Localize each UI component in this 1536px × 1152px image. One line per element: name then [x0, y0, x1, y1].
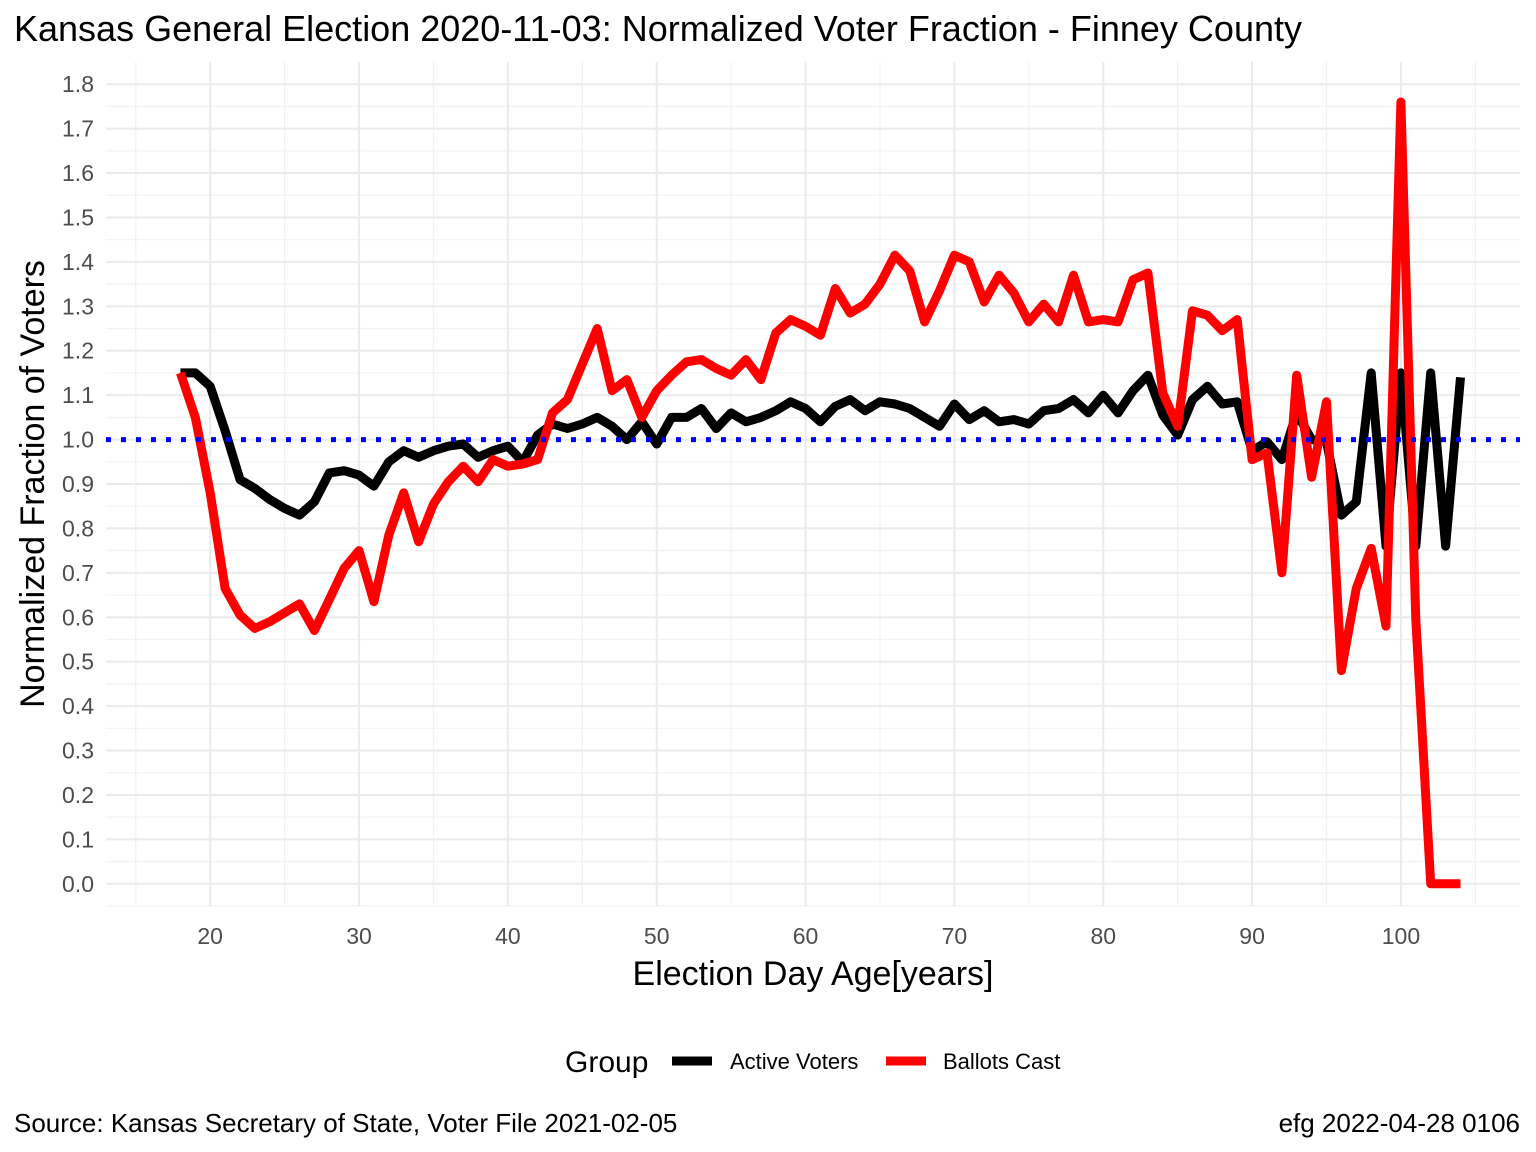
y-tick-label: 1.1 [62, 382, 94, 408]
legend-title: Group [565, 1046, 648, 1079]
major-gridlines [106, 62, 1520, 906]
x-tick-label: 100 [1382, 923, 1420, 949]
y-tick-label: 1.4 [62, 249, 94, 275]
x-axis-title: Election Day Age[years] [633, 955, 994, 993]
legend: Group Active Voters Ballots Cast [565, 1046, 1060, 1079]
y-tick-label: 1.8 [62, 71, 94, 97]
y-tick-label: 1.3 [62, 293, 94, 319]
y-tick-label: 0.7 [62, 560, 94, 586]
legend-label-ballots-cast: Ballots Cast [943, 1049, 1060, 1074]
x-tick-label: 80 [1090, 923, 1116, 949]
x-tick-label: 30 [346, 923, 372, 949]
y-tick-label: 1.5 [62, 204, 94, 230]
x-tick-label: 60 [793, 923, 819, 949]
author-caption: efg 2022-04-28 0106 [1278, 1108, 1520, 1138]
y-tick-label: 1.0 [62, 427, 94, 453]
y-tick-label: 1.2 [62, 338, 94, 364]
x-tick-label: 40 [495, 923, 521, 949]
x-tick-label: 50 [644, 923, 670, 949]
y-axis-title: Normalized Fraction of Voters [14, 260, 52, 708]
y-tick-label: 0.1 [62, 826, 94, 852]
chart-title: Kansas General Election 2020-11-03: Norm… [14, 8, 1302, 49]
y-tick-label: 0.4 [62, 693, 94, 719]
y-axis-ticks: 0.0 0.1 0.2 0.3 0.4 0.5 0.6 0.7 0.8 0.9 1.0 1.1 1.2 1… [62, 71, 94, 897]
x-tick-label: 70 [942, 923, 968, 949]
legend-label-active-voters: Active Voters [730, 1049, 858, 1074]
x-axis-ticks: 20 30 40 50 60 70 80 90 100 [197, 923, 1420, 949]
x-tick-label: 90 [1239, 923, 1265, 949]
y-tick-label: 0.0 [62, 871, 94, 897]
y-tick-label: 1.6 [62, 160, 94, 186]
series-line-ballots-cast [176, 97, 1461, 889]
y-tick-label: 0.9 [62, 471, 94, 497]
y-tick-label: 0.2 [62, 782, 94, 808]
y-tick-label: 0.6 [62, 604, 94, 630]
source-caption: Source: Kansas Secretary of State, Voter… [14, 1108, 678, 1138]
y-tick-label: 0.3 [62, 738, 94, 764]
y-tick-label: 0.5 [62, 649, 94, 675]
y-tick-label: 0.8 [62, 515, 94, 541]
y-tick-label: 1.7 [62, 116, 94, 142]
x-tick-label: 20 [197, 923, 223, 949]
series-layer [176, 97, 1465, 889]
